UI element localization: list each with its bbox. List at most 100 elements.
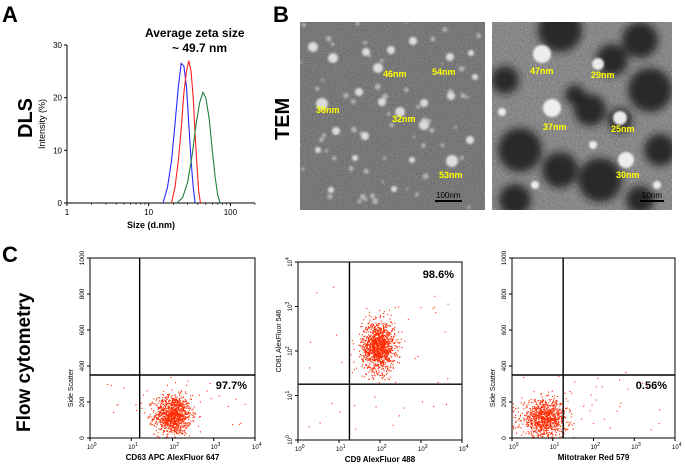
flow-event-dot [389, 352, 391, 354]
flow-event-dot [190, 420, 192, 422]
flow-event-dot [533, 418, 535, 420]
flow-event-dot [540, 426, 542, 428]
flow-event-dot [384, 357, 386, 359]
flow-x-tick-label: 102 [377, 444, 387, 453]
flow-event-dot [377, 348, 379, 350]
flow-event-dot [540, 421, 542, 423]
flow-event-dot [173, 402, 175, 404]
flow-event-dot [341, 361, 343, 363]
flow-event-dot [176, 405, 178, 407]
flow-event-dot [535, 419, 537, 421]
flow-event-dot [172, 420, 174, 422]
flow-event-dot [380, 327, 382, 329]
flow-event-dot [365, 339, 367, 341]
flow-event-dot [156, 422, 158, 424]
dls-series-line-blue [162, 62, 196, 204]
flow-event-dot [530, 432, 532, 434]
flow-event-dot [374, 366, 376, 368]
flow-event-dot [373, 377, 375, 379]
flow-event-dot [373, 359, 375, 361]
flow-event-dot [536, 406, 538, 408]
flow-event-dot [377, 355, 379, 357]
flow-event-dot [365, 354, 367, 356]
flow-event-dot [543, 429, 545, 431]
flow-event-dot [373, 329, 375, 331]
flow-event-dot [361, 322, 363, 324]
flow-event-dot [536, 416, 538, 418]
flow-event-dot [382, 323, 384, 325]
flow-event-dot [176, 410, 178, 412]
flow-event-dot [375, 359, 377, 361]
flow-event-dot [179, 415, 181, 417]
flow-event-dot [556, 428, 558, 430]
flow-event-dot [362, 338, 364, 340]
flow-event-dot [552, 422, 554, 424]
flow-event-dot [522, 423, 524, 425]
flow-event-dot [355, 428, 357, 430]
flow-event-dot [178, 419, 180, 421]
flow-event-dot [560, 409, 562, 411]
flow-event-dot [159, 420, 161, 422]
flow-event-dot [361, 341, 363, 343]
flow-event-dot [531, 419, 533, 421]
flow-event-dot [372, 336, 374, 338]
flow-event-dot [555, 405, 557, 407]
flow-event-dot [381, 340, 383, 342]
flow-event-dot [549, 410, 551, 412]
flow-event-dot [541, 407, 543, 409]
flow-event-dot [166, 397, 168, 399]
flow-event-dot [358, 344, 360, 346]
flow-event-dot [531, 433, 533, 435]
flow-event-dot [319, 422, 321, 424]
flow-event-dot [396, 347, 398, 349]
flow-event-dot [164, 425, 166, 427]
flow-event-dot [566, 408, 568, 410]
flow-event-dot [388, 345, 390, 347]
panel-letter-a: A [2, 2, 18, 27]
flow-event-dot [174, 421, 176, 423]
flow-event-dot [558, 375, 560, 377]
flow-event-dot [380, 343, 382, 345]
flow-x-label: CD9 AlexFluor 488 [345, 455, 416, 464]
flow-event-dot [173, 413, 175, 415]
flow-event-dot [370, 349, 372, 351]
flow-event-dot [379, 342, 381, 344]
flow-event-dot [369, 336, 371, 338]
flow-event-dot [384, 323, 386, 325]
flow-event-dot [444, 331, 446, 333]
flow-event-dot [157, 397, 159, 399]
flow-event-dot [175, 422, 177, 424]
flow-event-dot [148, 416, 150, 418]
flow-event-dot [540, 394, 542, 396]
flow-event-dot [377, 349, 379, 351]
flow-event-dot [186, 384, 188, 386]
flow-event-dot [370, 347, 372, 349]
flow-event-dot [368, 371, 370, 373]
flow-event-dot [180, 392, 182, 394]
flow-event-dot [554, 401, 556, 403]
tem-particle [430, 36, 436, 42]
tem-particle [498, 108, 506, 116]
flow-event-dot [549, 414, 551, 416]
flow-event-dot [377, 342, 379, 344]
flow-event-dot [554, 408, 556, 410]
flow-event-dot [383, 344, 385, 346]
flow-event-dot [374, 343, 376, 345]
flow-event-dot [546, 408, 548, 410]
flow-event-dot [173, 401, 175, 403]
flow-event-dot [384, 340, 386, 342]
tem-particle [359, 131, 363, 135]
flow-event-dot [549, 419, 551, 421]
flow-event-dot [386, 346, 388, 348]
flow-event-dot [378, 351, 380, 353]
flow-event-dot [541, 419, 543, 421]
flow-event-dot [555, 402, 557, 404]
flow-event-dot [180, 419, 182, 421]
flow-event-dot [160, 404, 162, 406]
flow-event-dot [392, 350, 394, 352]
dls-x-tick-label: 10 [144, 208, 153, 217]
flow-event-dot [175, 382, 177, 384]
flow-event-dot [161, 422, 163, 424]
flow-event-dot [361, 347, 363, 349]
flow-y-tick-label: 600 [79, 324, 86, 335]
